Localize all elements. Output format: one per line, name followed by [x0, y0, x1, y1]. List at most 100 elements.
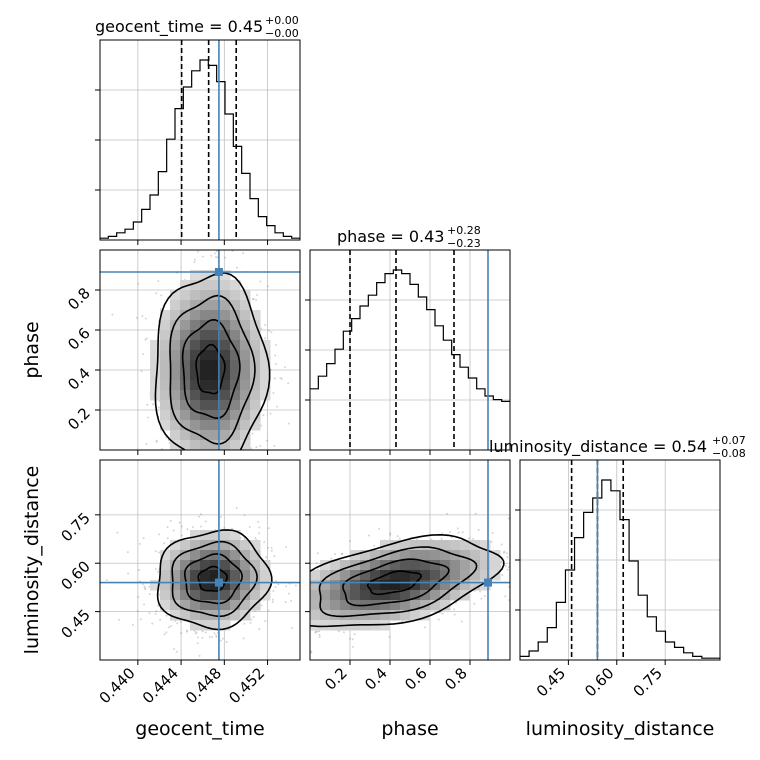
density-cell — [180, 430, 191, 441]
density-cell — [180, 340, 191, 351]
scatter-point — [155, 292, 158, 295]
scatter-point — [179, 620, 182, 623]
density-cell — [170, 310, 181, 321]
scatter-point — [105, 579, 108, 582]
x-axis-label-phase: phase — [381, 718, 438, 740]
tick-label-phase: 0.4 — [64, 364, 94, 394]
x-axis-label-luminosity-distance: luminosity_distance — [526, 718, 715, 740]
density-cell — [170, 390, 181, 401]
density-cell — [430, 570, 441, 581]
diag-panel-phase — [305, 249, 511, 455]
scatter-point — [423, 626, 426, 629]
density-cell — [190, 380, 201, 391]
scatter-point — [151, 622, 154, 625]
density-cell — [190, 540, 201, 551]
density-cell — [150, 360, 161, 371]
density-cell — [390, 600, 401, 611]
scatter-point — [158, 551, 161, 554]
scatter-point — [314, 630, 317, 633]
density-cell — [430, 590, 441, 601]
density-cell — [180, 420, 191, 431]
scatter-point — [154, 550, 157, 553]
density-cell — [200, 330, 211, 341]
density-cell — [220, 390, 231, 401]
scatter-point — [280, 377, 283, 380]
scatter-point — [224, 256, 227, 259]
density-cell — [170, 600, 181, 611]
panel-frame — [309, 459, 511, 661]
density-cell — [190, 290, 201, 301]
scatter-point — [262, 414, 265, 417]
density-cell — [370, 580, 381, 591]
density-cell — [430, 550, 441, 561]
density-cell — [240, 570, 251, 581]
density-cell — [180, 300, 191, 311]
title-phase-minus: −0.23 — [447, 237, 481, 250]
scatter-point — [373, 544, 376, 547]
density-cell — [370, 560, 381, 571]
density-cell — [260, 350, 271, 361]
scatter-point — [490, 540, 493, 543]
density-cell — [220, 270, 231, 281]
density-cell — [390, 610, 401, 621]
scatter-point — [260, 604, 263, 607]
density-cell — [200, 620, 211, 631]
density-cell — [200, 420, 211, 431]
density-cell — [170, 400, 181, 411]
scatter-point — [389, 532, 392, 535]
scatter-point — [287, 382, 290, 385]
scatter-point — [503, 550, 506, 553]
density-cell — [210, 390, 221, 401]
scatter-point — [317, 568, 320, 571]
scatter-point — [342, 631, 345, 634]
scatter-point — [273, 377, 276, 380]
scatter-point — [271, 600, 274, 603]
density-cell — [190, 600, 201, 611]
scatter-point — [169, 519, 172, 522]
tick-label-luminosity-distance: 0.45 — [57, 606, 93, 642]
scatter-point — [396, 535, 399, 538]
scatter-point — [480, 597, 483, 600]
scatter-point — [185, 630, 188, 633]
density-cell — [390, 550, 401, 561]
density-cell — [330, 580, 341, 591]
density-cell — [340, 600, 351, 611]
scatter-point — [165, 614, 168, 617]
scatter-point — [215, 250, 218, 253]
scatter-point — [155, 439, 158, 442]
tick-label-luminosity-distance: 0.45 — [533, 664, 569, 700]
density-cell — [190, 440, 201, 450]
contour-line — [367, 570, 423, 596]
scatter-point — [507, 517, 510, 520]
density-cell — [390, 570, 401, 581]
scatter-point — [200, 525, 203, 528]
density-cell — [230, 340, 241, 351]
scatter-point — [255, 298, 258, 301]
density-cell — [480, 560, 491, 571]
density-cell — [210, 590, 221, 601]
density-cell — [230, 580, 241, 591]
scatter-point — [468, 537, 471, 540]
scatter-point — [137, 596, 140, 599]
density-cell — [310, 610, 321, 621]
density-cell — [160, 360, 171, 371]
scatter-point — [168, 626, 171, 629]
density-cell — [380, 590, 391, 601]
scatter-point — [180, 525, 183, 528]
panel-frame — [309, 249, 511, 451]
density-cell — [220, 430, 231, 441]
density-cell — [450, 570, 461, 581]
scatter-point — [316, 552, 319, 555]
density-cell — [190, 390, 201, 401]
density-cell — [450, 560, 461, 571]
scatter-point — [235, 506, 238, 509]
scatter-point — [194, 632, 197, 635]
panel-frame — [519, 459, 721, 661]
scatter-point — [437, 618, 440, 621]
scatter-point — [221, 637, 224, 640]
scatter-point — [334, 553, 337, 556]
density-cell — [210, 400, 221, 411]
density-cell — [250, 550, 261, 561]
density-cell — [250, 310, 261, 321]
density-cell — [200, 560, 211, 571]
